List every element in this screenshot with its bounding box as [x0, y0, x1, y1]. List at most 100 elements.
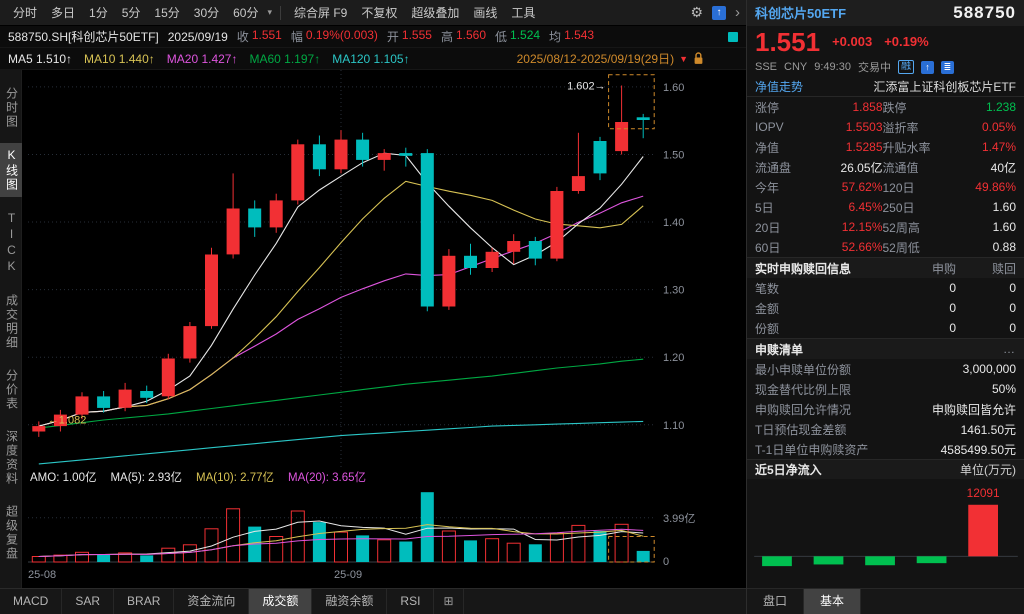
grid-more-icon[interactable]: ⊞ [434, 589, 464, 614]
sidebar-item[interactable]: 成交明细 [4, 294, 19, 350]
stat-label: 20日 [755, 220, 781, 235]
chart-row: 分时图 K线图 TICK 成交明细 分价表 深度资料 超级复盘 1.10 1.20 1.30 1.… [0, 70, 746, 588]
period-tab[interactable]: 1分 [89, 5, 108, 20]
subscription-row: 金额 0 0 [747, 298, 1024, 318]
indicator-tab[interactable]: 成交额 [249, 589, 313, 614]
last-price: 1.551 [755, 26, 821, 57]
period-tab[interactable]: 30分 [193, 5, 220, 20]
row-label: 金额 [755, 301, 780, 316]
sidebar-item[interactable]: 超级复盘 [4, 505, 19, 561]
row-value: 申购赎回皆允许 [931, 402, 1016, 417]
stat-row: 20日 12.15% 52周高 1.60 [755, 217, 1016, 237]
stat-label: 52周高 [882, 220, 920, 235]
sidebar-item[interactable]: 分时图 [4, 87, 19, 129]
stat-row: IOPV 1.5503 溢折率 0.05% [755, 117, 1016, 137]
indicator-tab[interactable]: MACD [0, 589, 63, 614]
exchange-label: SSE [755, 61, 778, 74]
stat-label: 涨停 [755, 100, 780, 115]
sidebar-item[interactable]: TICK [4, 211, 19, 275]
svg-text:1.10: 1.10 [663, 420, 684, 432]
period-dropdown-icon[interactable]: ▾ [267, 7, 273, 17]
field-label: 收 [236, 30, 249, 44]
toolbar-item[interactable]: 综合屏 F9 [294, 5, 348, 20]
lock-icon[interactable] [693, 52, 704, 65]
margin-eligible-flag[interactable]: 融 [897, 60, 914, 75]
indicator-tab[interactable]: SAR [62, 589, 115, 614]
subscription-header: 实时申购赎回信息 申购 赎回 [747, 258, 1024, 279]
panel-header: 科创芯片50ETF 588750 [747, 0, 1024, 26]
subscription-section: 实时申购赎回信息 申购 赎回 笔数 0 0 金额 0 0 份额 0 0 [747, 257, 1024, 338]
market-status: 交易中 [857, 62, 891, 75]
stat-label: 流通盘 [755, 160, 792, 175]
row-value: 4585499.50元 [940, 442, 1016, 457]
top-toolbar: 分时 多日 1分 5分 15分 30分 60分 ▾ 综合屏 F9 不复权 超级叠加 画线 工具 ⚙ ↑ … [0, 0, 746, 26]
tab-order-book[interactable]: 盘口 [747, 589, 805, 614]
period-tab[interactable]: 分时 [13, 5, 38, 20]
indicator-tab[interactable]: 融资余额 [312, 589, 388, 614]
upload-icon[interactable]: ↑ [712, 5, 726, 20]
subscribe-value: 0 [949, 321, 956, 336]
volume-legend-item: MA(20): 3.65亿 [288, 472, 367, 484]
ma-legend-item: MA10 1.440↑ [84, 51, 155, 66]
tab-basic-info[interactable]: 基本 [804, 589, 862, 614]
candlestick-chart[interactable]: 1.10 1.20 1.30 1.40 1.50 1.60 1.602→ ←1.082 [22, 70, 746, 468]
indicator-tab[interactable]: RSI [387, 589, 435, 614]
period-tab[interactable]: 15分 [154, 5, 180, 20]
stat-value: 1.60 [992, 200, 1016, 215]
field-value: 1.555 [401, 28, 432, 42]
ma-legend-bar: MA5 1.510↑ MA10 1.440↑ MA20 1.427↑ MA60 1.1… [0, 48, 746, 70]
toolbar-item[interactable]: 超级叠加 [411, 5, 460, 20]
subscription-row: 份额 0 0 [747, 318, 1024, 338]
svg-text:3.99亿: 3.99亿 [663, 512, 695, 525]
stat-label: 溢折率 [882, 120, 919, 135]
stat-row: 60日 52.66% 52周低 0.88 [755, 237, 1016, 257]
fund-full-name: 汇添富上证科创板芯片ETF [873, 80, 1016, 95]
volume-legend-item: AMO: 1.00亿 [30, 472, 97, 484]
list-item: 最小申赎单位份额 3,000,000 [747, 359, 1024, 379]
chart-region: 分时 多日 1分 5分 15分 30分 60分 ▾ 综合屏 F9 不复权 超级叠加 画线 工具 ⚙ ↑ … [0, 0, 746, 614]
up-arrow-icon[interactable]: ↑ [920, 60, 934, 74]
stat-value: 49.86% [975, 180, 1016, 195]
toolbar-item[interactable]: 不复权 [361, 5, 398, 20]
period-tab[interactable]: 多日 [51, 5, 76, 20]
expand-chevron-icon[interactable]: › [735, 4, 740, 21]
list-item: T日预估现金差额 1461.50元 [747, 419, 1024, 439]
range-dropdown-icon[interactable]: ▼ [679, 53, 688, 64]
indicator-tab-bar: MACD SAR BRAR 资金流向 成交额 融资余额 RSI ⊞ [0, 588, 746, 614]
subscribe-value: 0 [949, 281, 956, 296]
panel-tab-bar: 盘口 基本 [747, 588, 1024, 614]
volume-chart[interactable]: 3.99亿 0 [22, 486, 746, 566]
row-value: 50% [991, 382, 1016, 397]
toolbar-item[interactable]: 画线 [473, 5, 498, 20]
stat-value: 1.238 [985, 100, 1016, 115]
net-inflow-unit: 单位(万元) [960, 463, 1016, 478]
row-label: 现金替代比例上限 [755, 382, 852, 397]
sidebar-item[interactable]: K线图 [0, 143, 22, 197]
stat-row: 5日 6.45% 250日 1.60 [755, 197, 1016, 217]
sidebar-item[interactable]: 深度资料 [4, 430, 19, 486]
volume-indicator-icon[interactable] [728, 31, 738, 42]
row-label: 份额 [755, 321, 780, 336]
stat-value: 57.62% [841, 180, 883, 195]
stat-label: 今年 [755, 180, 780, 195]
stats-grid: 涨停 1.858 跌停 1.238 IOPV 1.5503 溢折率 0.05% 净值 1.5285… [747, 97, 1024, 257]
document-icon[interactable]: ≣ [940, 60, 954, 74]
stat-value: 26.05亿 [840, 160, 883, 175]
indicator-tab[interactable]: 资金流向 [174, 589, 250, 614]
svg-text:1.20: 1.20 [663, 352, 684, 364]
quote-date: 2025/09/19 [167, 29, 228, 44]
period-tab[interactable]: 60分 [233, 5, 259, 20]
gear-icon[interactable]: ⚙ [690, 4, 703, 20]
nav-trend-link[interactable]: 净值走势 [755, 80, 804, 95]
svg-text:←1.082: ←1.082 [48, 414, 87, 426]
etf-code: 588750 [953, 2, 1016, 22]
period-tab[interactable]: 5分 [121, 5, 141, 20]
indicator-tab[interactable]: BRAR [114, 589, 175, 614]
sidebar-item[interactable]: 分价表 [4, 369, 19, 411]
date-range-label[interactable]: 2025/08/12-2025/09/19(29日) [516, 52, 675, 66]
toolbar-item[interactable]: 工具 [511, 5, 536, 20]
field-label: 低 [495, 30, 508, 44]
more-button[interactable]: … [1003, 342, 1016, 357]
market-info-row: SSE CNY 9:49:30 交易中 融 ↑ ≣ [747, 57, 1024, 77]
